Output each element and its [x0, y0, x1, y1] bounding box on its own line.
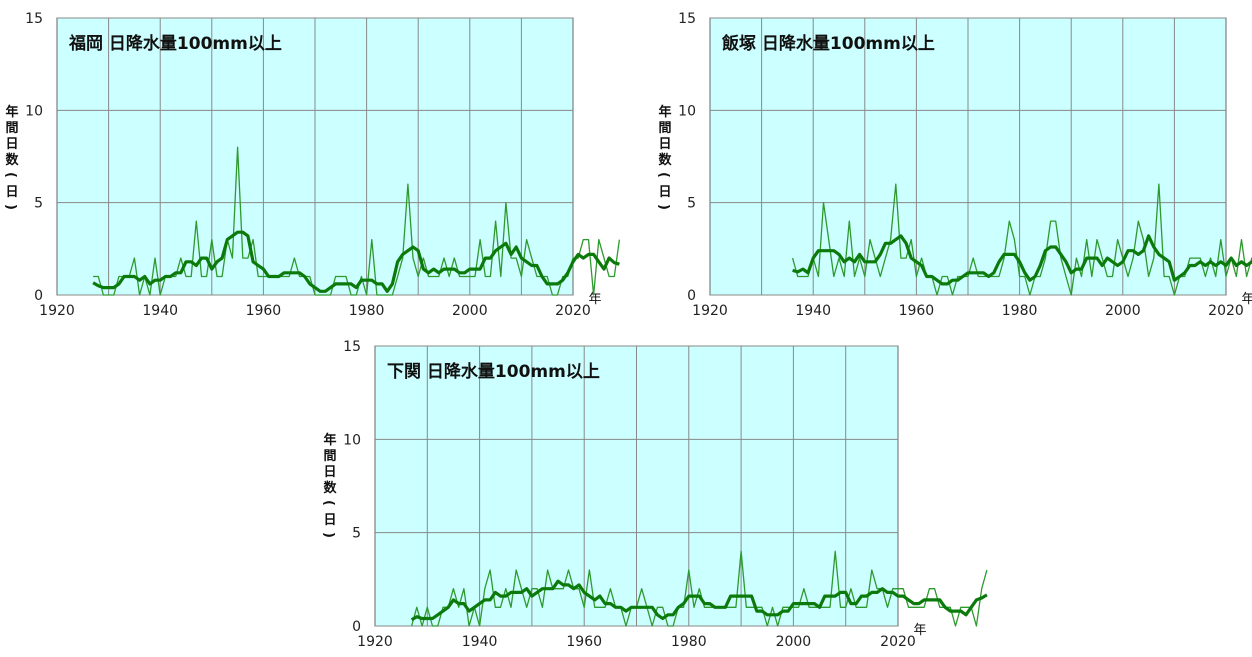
- chart-title: 飯塚 日降水量100mm以上: [721, 33, 935, 54]
- y-tick-label: 0: [352, 619, 361, 635]
- y-axis-label-char: 日: [658, 185, 671, 200]
- y-axis-label-char: 日: [323, 513, 336, 528]
- y-tick-label: 10: [678, 103, 696, 119]
- x-tick-label: 2000: [776, 634, 812, 650]
- series-annual-line: [93, 146, 621, 296]
- x-tick-label: 2020: [1208, 303, 1244, 319]
- x-tick-label: 1960: [246, 303, 282, 319]
- x-unit-label: 年: [1241, 292, 1252, 307]
- chart-shimonoseki: 0 5 10 15 1920 1940 1960 1980 2000 2020 年年間日数(日) 下関…: [318, 330, 988, 657]
- series-moving-average-line: [410, 579, 988, 622]
- x-tick-label: 2020: [880, 634, 916, 650]
- y-tick-label: 0: [687, 288, 696, 304]
- y-tick-label: 10: [25, 103, 43, 119]
- x-tick-label: 1980: [1002, 303, 1038, 319]
- y-axis-label-char: 数: [323, 480, 337, 496]
- x-tick-label: 1940: [142, 303, 178, 319]
- y-axis-label-char: ): [656, 204, 671, 210]
- x-unit-label: 年: [588, 292, 601, 307]
- y-axis-label-char: 日: [5, 137, 18, 152]
- series-annual-line: [791, 183, 1252, 296]
- y-axis-label-char: (: [656, 172, 671, 178]
- x-unit-label: 年: [913, 623, 926, 638]
- y-tick-label: 5: [687, 196, 696, 212]
- y-tick-label: 0: [34, 288, 43, 304]
- x-tick-label: 2000: [452, 303, 488, 319]
- x-tick-label: 2000: [1105, 303, 1141, 319]
- x-tick-label: 1920: [39, 303, 75, 319]
- y-axis-label-char: (: [321, 500, 336, 506]
- y-axis-label-char: 年: [658, 104, 671, 120]
- x-tick-label: 1920: [357, 634, 393, 650]
- x-tick-label: 1980: [349, 303, 385, 319]
- x-tick-label: 1960: [566, 634, 602, 650]
- chart-iizuka: 0 5 10 15 1920 1940 1960 1980 2000 2020 年年間日数(日) 飯塚…: [626, 0, 1252, 320]
- x-tick-label: 1940: [795, 303, 831, 319]
- y-axis-label-char: 間: [5, 121, 18, 136]
- chart-fukuoka: 0 5 10 15 1920 1940 1960 1980 2000 2020 年年間日数(日) 福岡…: [0, 0, 621, 320]
- y-axis-label-char: 数: [658, 152, 672, 168]
- x-tick-label: 1980: [671, 634, 707, 650]
- y-tick-label: 15: [343, 339, 361, 355]
- y-tick-label: 5: [34, 196, 43, 212]
- y-axis-label-char: 年: [323, 432, 336, 448]
- series-moving-average-line: [92, 230, 620, 293]
- y-axis-label-char: ): [3, 204, 18, 210]
- y-axis-label-char: 日: [5, 185, 18, 200]
- y-axis-label-char: 間: [658, 121, 671, 136]
- y-axis-label-char: 数: [5, 152, 19, 168]
- y-tick-label: 15: [25, 11, 43, 27]
- chart-title: 福岡 日降水量100mm以上: [68, 33, 282, 54]
- y-axis-label-char: 日: [658, 137, 671, 152]
- y-tick-label: 5: [352, 526, 361, 542]
- y-axis-label-char: (: [3, 172, 18, 178]
- y-tick-label: 10: [343, 432, 361, 448]
- y-tick-label: 15: [678, 11, 696, 27]
- x-tick-label: 1960: [899, 303, 935, 319]
- series-moving-average-line: [792, 234, 1252, 286]
- x-tick-label: 1920: [692, 303, 728, 319]
- x-tick-label: 2020: [555, 303, 591, 319]
- y-axis-label-char: ): [321, 532, 336, 538]
- y-axis-label-char: 年: [5, 104, 18, 120]
- y-axis-label-char: 間: [323, 449, 336, 464]
- x-tick-label: 1940: [462, 634, 498, 650]
- y-axis-label-char: 日: [323, 465, 336, 480]
- chart-title: 下関 日降水量100mm以上: [387, 361, 600, 382]
